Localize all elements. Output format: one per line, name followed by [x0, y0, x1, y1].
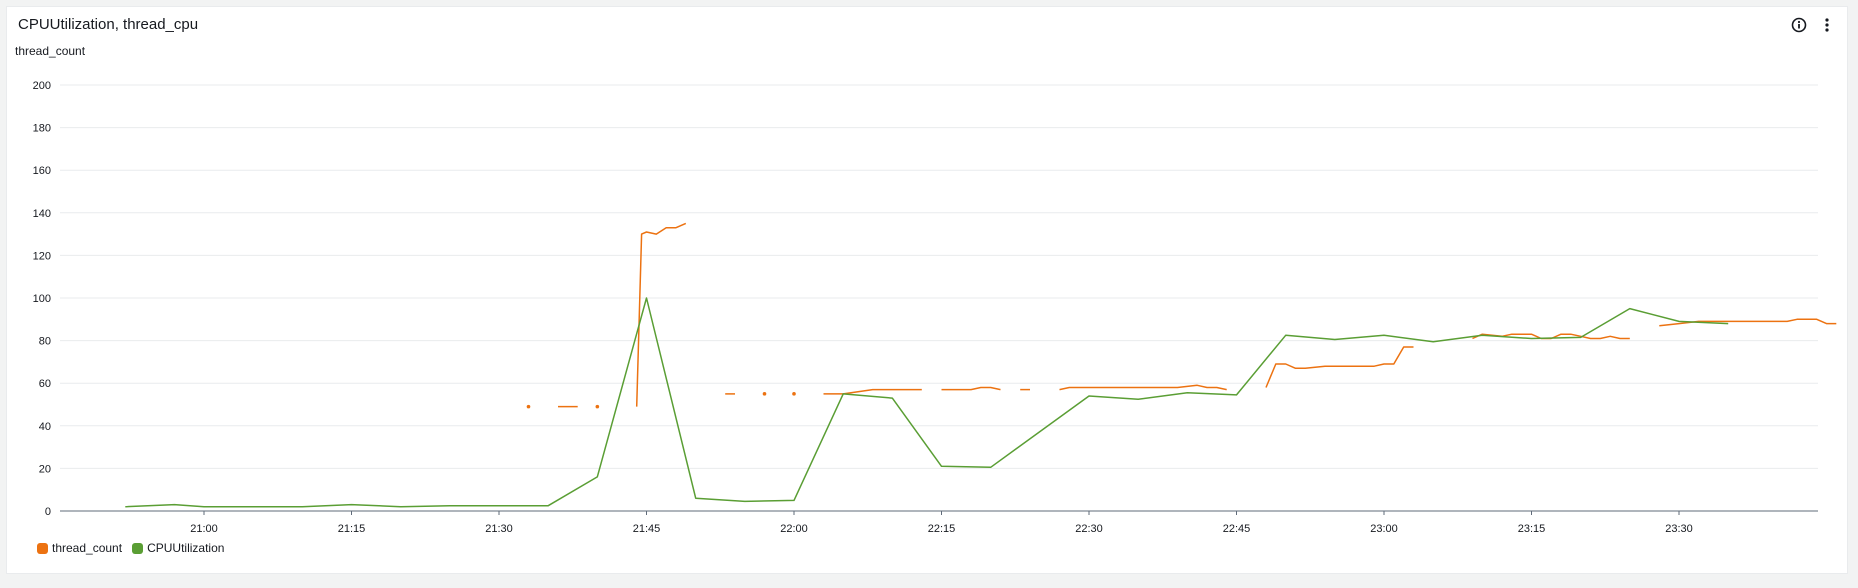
info-circle-icon[interactable] [1789, 15, 1809, 35]
x-tick-label: 23:15 [1518, 523, 1546, 535]
y-tick-label: 140 [33, 208, 51, 220]
series-line-thread-count [635, 222, 687, 407]
series-point-thread-count [762, 392, 767, 396]
legend-label-thread-count: thread_count [52, 541, 123, 555]
series-point-thread-count [595, 404, 600, 409]
widget-title: CPUUtilization, thread_cpu [18, 16, 199, 33]
x-tick-label: 22:00 [780, 523, 808, 535]
chart-legend: thread_count CPUUtilization [37, 541, 224, 555]
series-line-thread-count [823, 388, 922, 395]
x-tick-label: 21:45 [633, 523, 661, 535]
y-tick-label: 200 [33, 80, 51, 92]
widget-actions [1789, 15, 1837, 35]
legend-item-thread-count[interactable]: thread_count [37, 541, 122, 555]
legend-label-cpuutilization: CPUUtilization [147, 541, 225, 555]
x-tick-label: 22:30 [1075, 523, 1103, 535]
series-line-thread-count [941, 386, 1001, 391]
x-tick-label: 22:45 [1223, 523, 1251, 535]
series-line-cpuutilization [125, 297, 1729, 508]
legend-swatch-thread-count [37, 542, 48, 554]
x-tick-label: 23:30 [1665, 523, 1693, 535]
y-tick-label: 60 [39, 378, 51, 390]
y-tick-label: 80 [39, 336, 51, 348]
x-tick-label: 23:00 [1370, 523, 1398, 535]
x-tick-label: 21:00 [190, 523, 218, 535]
series-line-thread-count [1659, 318, 1837, 327]
legend-item-cpuutilization[interactable]: CPUUtilization [132, 541, 224, 555]
x-tick-label: 22:15 [928, 523, 956, 535]
series-line-thread-count [1472, 333, 1630, 340]
legend-swatch-cpuutilization [132, 542, 144, 554]
y-tick-label: 0 [45, 506, 51, 518]
x-tick-label: 21:15 [338, 523, 366, 535]
series-point-thread-count [526, 404, 531, 409]
y-tick-label: 180 [33, 123, 51, 135]
series-line-thread-count [1265, 346, 1414, 388]
widget-panel: CPUUtilization, thread_cpu [6, 6, 1848, 574]
x-tick-label: 21:30 [485, 523, 513, 535]
y-tick-label: 20 [39, 463, 51, 475]
series-point-thread-count [792, 392, 796, 396]
y-tick-label: 40 [39, 421, 51, 433]
y-axis-label: thread_count [15, 44, 86, 58]
y-tick-label: 160 [33, 165, 51, 177]
vertical-ellipsis-icon[interactable] [1817, 15, 1837, 35]
y-tick-label: 100 [33, 293, 51, 305]
series-line-thread-count [1059, 384, 1227, 391]
y-tick-label: 120 [33, 250, 51, 262]
